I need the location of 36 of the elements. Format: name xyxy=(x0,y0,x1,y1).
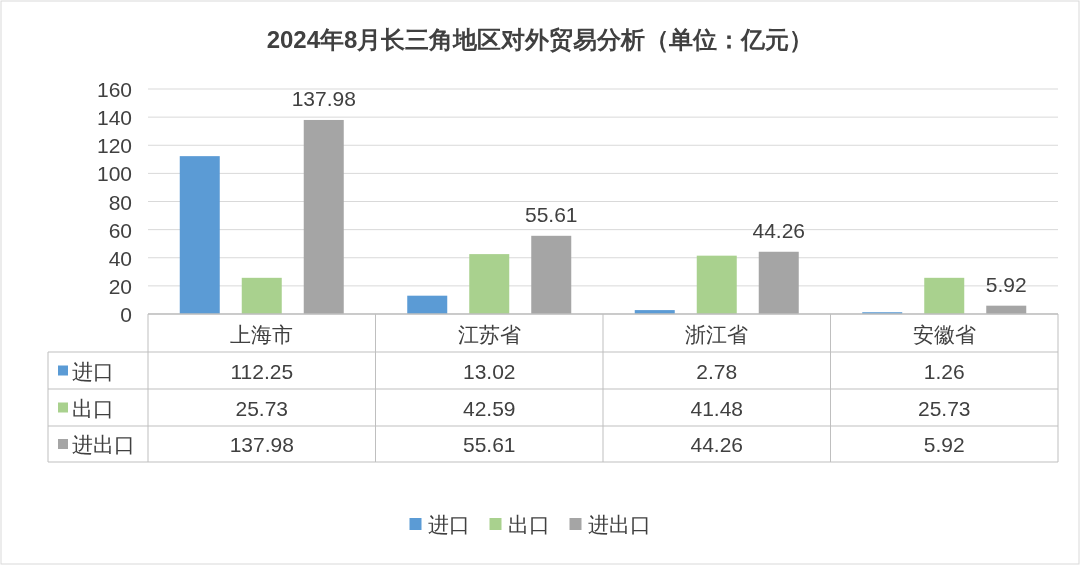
text: 出口 xyxy=(507,513,550,536)
data-label: 112.25 xyxy=(230,359,294,383)
y-tick-label: 0 xyxy=(120,303,132,326)
text: 进口 xyxy=(427,513,470,536)
data-label: 55.61 xyxy=(462,433,516,456)
y-tick-label: 140 xyxy=(96,106,132,130)
data-label: 41.48 xyxy=(690,396,744,420)
x-tick-label: 浙江省 xyxy=(685,323,749,346)
y-tick-label: 60 xyxy=(108,218,132,242)
x-tick-label: 江苏省 xyxy=(457,323,521,346)
title: 2024年8月长三角地区对外贸易分析（单位：亿元） xyxy=(266,26,814,53)
legend-label: 出口 xyxy=(72,396,114,420)
x-tick-label: 上海市 xyxy=(230,323,294,346)
y-tick-label: 100 xyxy=(96,162,132,186)
data-label: 1.26 xyxy=(923,359,965,383)
y-tick-label: 160 xyxy=(96,78,132,101)
data-label: 44.26 xyxy=(690,433,744,456)
annotation: 44.26 xyxy=(752,218,806,242)
y-tick-label: 40 xyxy=(108,246,132,270)
text: 进出口 xyxy=(72,433,135,456)
annotation: 55.61 xyxy=(524,202,578,226)
annotation: 5.92 xyxy=(985,272,1027,296)
legend-label: 进出口 xyxy=(587,513,651,536)
y-tick-label: 120 xyxy=(96,134,132,158)
y-tick-label: 80 xyxy=(108,190,132,214)
legend-label: 进口 xyxy=(72,359,114,383)
x-tick-label: 安徽省 xyxy=(912,323,976,346)
data-label: 2.78 xyxy=(696,359,738,383)
y-tick-label: 20 xyxy=(108,274,132,298)
data-label: 137.98 xyxy=(229,433,294,456)
data-label: 25.73 xyxy=(235,396,289,420)
data-label: 42.59 xyxy=(462,396,516,420)
data-label: 25.73 xyxy=(917,396,971,420)
annotation: 137.98 xyxy=(291,86,356,110)
data-label: 5.92 xyxy=(923,433,965,456)
data-label: 13.02 xyxy=(462,359,516,383)
